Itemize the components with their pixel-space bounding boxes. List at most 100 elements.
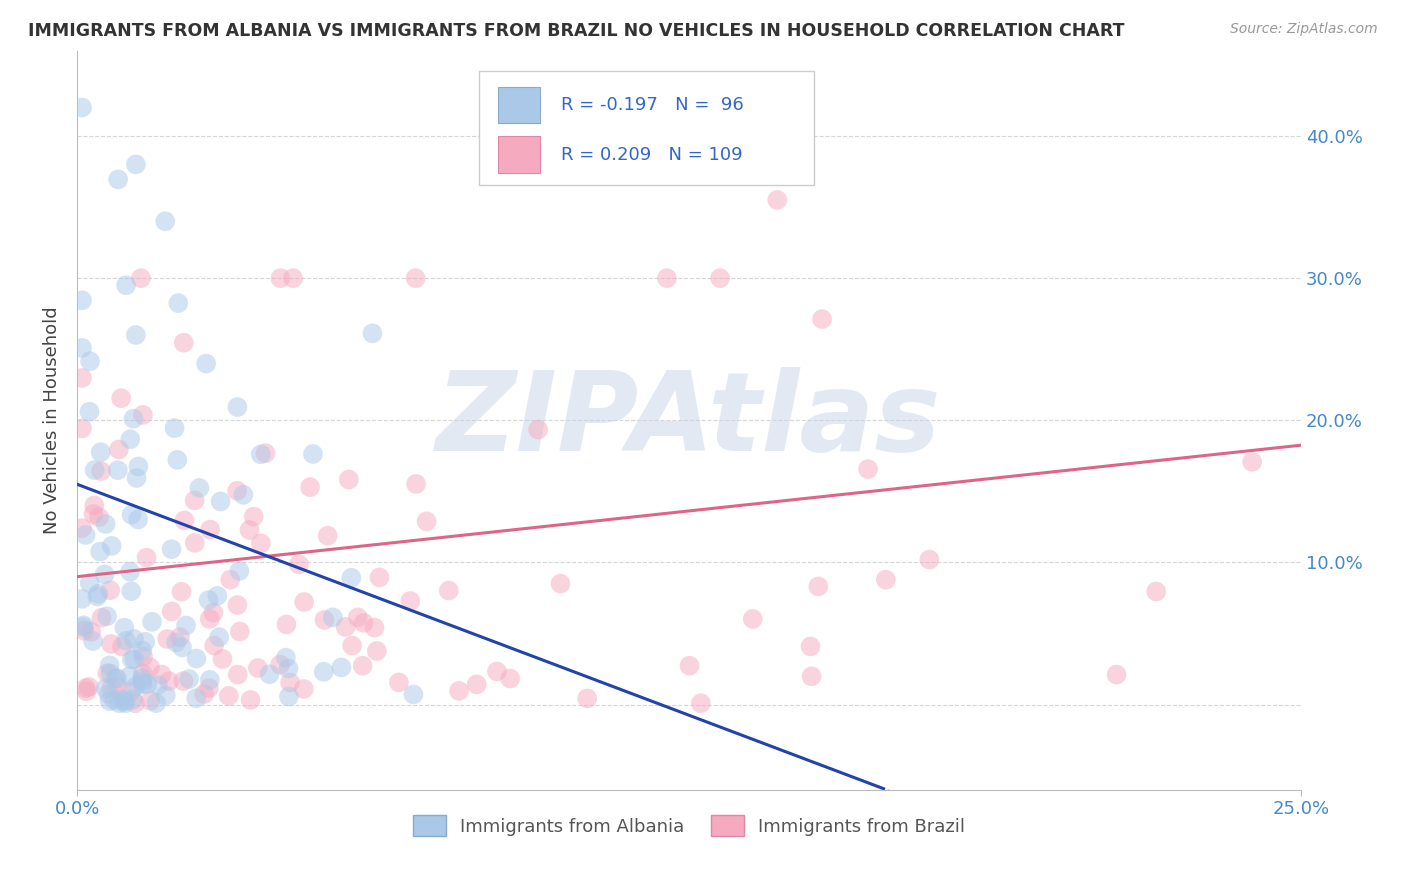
Point [90, 464, 112, 478]
Point [197, 593, 219, 607]
Point [83, 463, 105, 477]
Point [122, 411, 145, 425]
Point [104, 672, 127, 686]
Point [120, 684, 142, 698]
Point [226, 483, 249, 498]
Point [169, 630, 191, 644]
Point [132, 666, 155, 681]
Point [94, 516, 117, 531]
Point [299, 480, 322, 494]
Y-axis label: No Vehicles in Household: No Vehicles in Household [44, 307, 60, 534]
Point [129, 271, 152, 285]
Point [96, 609, 118, 624]
Point [110, 391, 132, 405]
Point [122, 632, 145, 646]
Point [97, 687, 120, 701]
Point [766, 193, 789, 207]
Point [103, 693, 125, 707]
Point [340, 639, 363, 653]
Point [131, 674, 153, 689]
Point [709, 271, 731, 285]
Point [98, 666, 121, 681]
Point [366, 644, 388, 658]
Point [211, 652, 233, 666]
Point [186, 691, 208, 706]
Point [353, 615, 375, 630]
Point [155, 688, 177, 702]
Point [145, 696, 167, 710]
Point [340, 571, 363, 585]
Point [107, 172, 129, 186]
Point [132, 649, 155, 664]
Point [437, 583, 460, 598]
Point [98, 694, 121, 708]
FancyBboxPatch shape [498, 136, 540, 173]
Point [80, 624, 103, 639]
Point [150, 667, 173, 681]
Point [156, 632, 179, 646]
Point [1105, 667, 1128, 681]
Point [232, 488, 254, 502]
Point [302, 447, 325, 461]
Point [131, 677, 153, 691]
Point [173, 335, 195, 350]
Point [79, 405, 101, 419]
Text: ZIPAtlas: ZIPAtlas [436, 367, 942, 474]
Point [86, 590, 108, 604]
Point [183, 493, 205, 508]
Point [124, 652, 146, 666]
Point [93, 567, 115, 582]
Point [195, 357, 218, 371]
Point [346, 610, 368, 624]
Point [184, 536, 207, 550]
Point [112, 621, 135, 635]
Point [678, 658, 700, 673]
Point [157, 674, 180, 689]
Point [292, 681, 315, 696]
Point [172, 674, 194, 689]
Point [242, 509, 264, 524]
Point [314, 613, 336, 627]
Point [118, 669, 141, 683]
Point [875, 573, 897, 587]
Point [139, 693, 162, 707]
Point [800, 669, 823, 683]
Point [207, 589, 229, 603]
Point [108, 442, 131, 457]
Point [361, 326, 384, 341]
Point [170, 584, 193, 599]
Point [105, 679, 128, 693]
Point [186, 651, 208, 665]
Point [363, 621, 385, 635]
Point [125, 679, 148, 693]
Point [167, 296, 190, 310]
Legend: Immigrants from Albania, Immigrants from Brazil: Immigrants from Albania, Immigrants from… [413, 815, 966, 837]
Point [155, 214, 177, 228]
Point [83, 507, 105, 521]
Point [193, 687, 215, 701]
Point [101, 681, 124, 695]
Point [73, 618, 96, 632]
Point [1241, 455, 1264, 469]
Point [134, 635, 156, 649]
Point [219, 573, 242, 587]
Point [125, 157, 148, 171]
Point [141, 615, 163, 629]
Point [208, 630, 231, 644]
Point [90, 610, 112, 624]
Point [111, 640, 134, 654]
Point [77, 680, 100, 694]
Point [79, 354, 101, 368]
Point [335, 620, 357, 634]
Point [172, 640, 194, 655]
Point [259, 667, 281, 681]
Text: IMMIGRANTS FROM ALBANIA VS IMMIGRANTS FROM BRAZIL NO VEHICLES IN HOUSEHOLD CORRE: IMMIGRANTS FROM ALBANIA VS IMMIGRANTS FR… [28, 22, 1125, 40]
Point [165, 635, 187, 649]
Point [131, 643, 153, 657]
Point [277, 661, 299, 675]
Point [1144, 584, 1167, 599]
Point [405, 271, 427, 285]
Point [132, 408, 155, 422]
Point [527, 423, 550, 437]
Point [226, 667, 249, 681]
